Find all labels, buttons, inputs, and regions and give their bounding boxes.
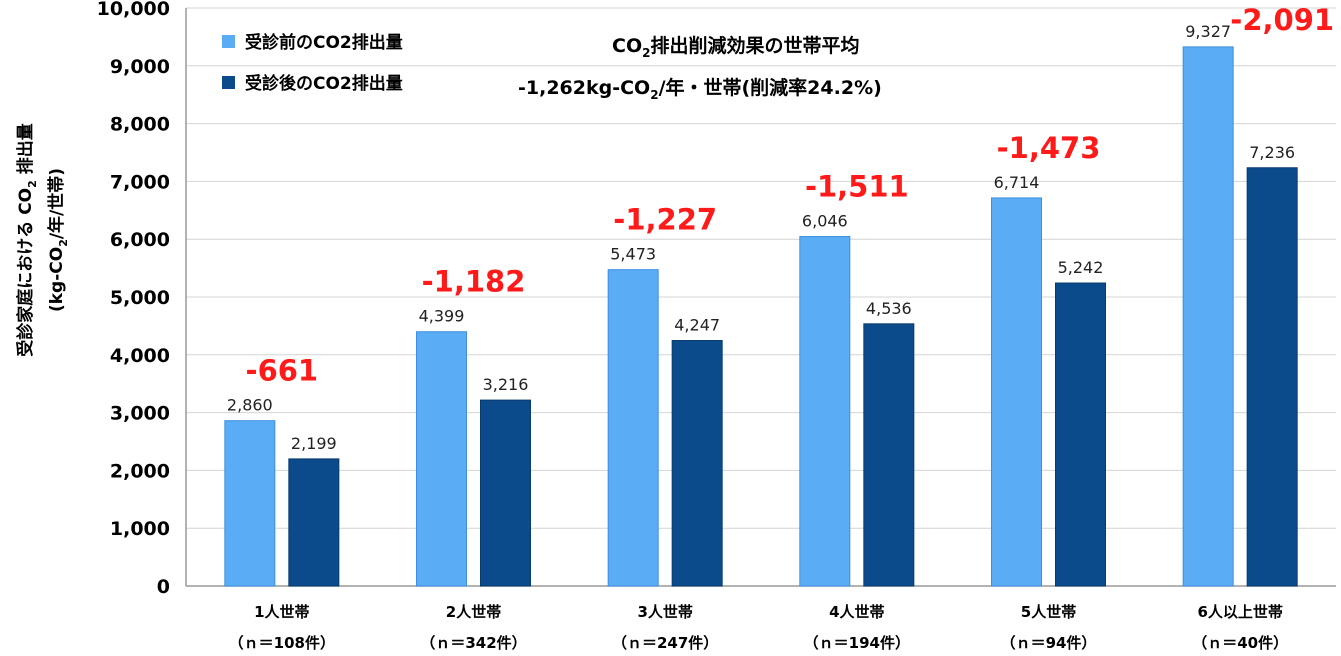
annotation-line2-sub: 2 <box>650 88 658 102</box>
value-label-before: 6,714 <box>994 173 1040 192</box>
svg-text:CO2排出削減効果の世帯平均: CO2排出削減効果の世帯平均 <box>612 34 859 60</box>
axes: 0 1,000 2,000 3,000 4,000 5,000 6,000 7,000 8,00… <box>97 0 1336 598</box>
bar-before <box>416 331 467 587</box>
category-label: 2人世帯 <box>446 603 501 621</box>
category-sublabel: （ｎ＝40件） <box>1192 634 1288 652</box>
value-label-after: 7,236 <box>1249 143 1295 162</box>
category-sublabel: （ｎ＝94件） <box>1001 634 1097 652</box>
value-label-after: 3,216 <box>483 375 529 394</box>
difference-label: -661 <box>246 354 319 388</box>
difference-label: -2,091 <box>1230 3 1334 37</box>
annotation-line1-post: 排出削減効果の世帯平均 <box>650 34 859 57</box>
bars <box>224 46 1298 587</box>
y-axis-title-line1-tail: 排出量 <box>15 123 36 180</box>
difference-label: -1,227 <box>613 203 717 237</box>
legend: 受診前のCO2排出量 受診後のCO2排出量 <box>222 32 403 94</box>
value-label-before: 4,399 <box>419 307 465 326</box>
bar-before <box>224 420 276 587</box>
y-axis-title: 受診家庭における CO2 排出量 (kg-CO2/年/世帯) <box>15 123 70 356</box>
legend-label-before: 受診前のCO2排出量 <box>245 32 403 53</box>
value-label-after: 4,536 <box>866 299 912 318</box>
category-sublabel: （ｎ＝108件） <box>229 634 335 652</box>
bar-before <box>607 269 659 587</box>
bar-after <box>1246 167 1298 587</box>
annotation-line2-post: /年・世帯(削減率24.2%) <box>659 76 882 99</box>
bar-before <box>991 197 1042 587</box>
annotation-line2-pre: -1,262kg-CO <box>518 77 650 99</box>
bar-after <box>480 399 531 587</box>
svg-text:-1,262kg-CO2/年・世帯(削減率24.2%): -1,262kg-CO2/年・世帯(削減率24.2%) <box>518 76 882 102</box>
annotation-line1-pre: CO <box>612 35 642 57</box>
legend-swatch-before <box>222 35 235 48</box>
category-label: 1人世帯 <box>254 603 309 621</box>
legend-label-after: 受診後のCO2排出量 <box>245 73 403 94</box>
value-label-after: 2,199 <box>291 434 337 453</box>
category-label: 4人世帯 <box>829 603 884 621</box>
y-axis-title-line2: (kg-CO <box>47 247 67 312</box>
difference-label: -1,182 <box>422 265 526 299</box>
y-axis-title-line1: 受診家庭における CO <box>15 188 36 357</box>
category-sublabel: （ｎ＝247件） <box>612 634 718 652</box>
difference-label: -1,511 <box>805 170 909 204</box>
legend-swatch-after <box>222 76 235 89</box>
value-label-after: 5,242 <box>1058 258 1104 277</box>
y-tick-label: 0 <box>157 576 170 598</box>
category-labels: 1人世帯 （ｎ＝108件） 2人世帯 （ｎ＝342件） 3人世帯 （ｎ＝247件） 4人世帯… <box>229 603 1288 652</box>
y-tick-label: 10,000 <box>97 0 170 20</box>
category-label: 3人世帯 <box>637 603 692 621</box>
category-sublabel: （ｎ＝342件） <box>420 634 526 652</box>
y-tick-label: 1,000 <box>110 518 170 540</box>
value-label-after: 4,247 <box>674 316 720 335</box>
bar-after <box>863 323 915 587</box>
category-label: 5人世帯 <box>1021 603 1076 621</box>
value-label-before: 2,860 <box>227 396 273 415</box>
gridlines <box>186 7 1336 529</box>
y-tick-label: 6,000 <box>110 229 170 251</box>
difference-label: -1,473 <box>997 131 1101 165</box>
category-sublabel: （ｎ＝194件） <box>804 634 910 652</box>
svg-text:受診家庭における CO2 排出量: 受診家庭における CO2 排出量 <box>15 123 39 356</box>
y-axis-title-line2-tail: /年/世帯) <box>46 168 67 239</box>
value-label-before: 9,327 <box>1185 22 1231 41</box>
bar-after <box>288 458 340 587</box>
y-tick-label: 9,000 <box>110 56 170 78</box>
y-tick-label: 8,000 <box>110 114 170 136</box>
y-tick-label: 3,000 <box>110 403 170 425</box>
category-label: 6人以上世帯 <box>1197 603 1282 621</box>
bar-before <box>1182 46 1234 587</box>
y-axis-title-line2-sub: 2 <box>57 239 70 247</box>
bar-labels: 2,860 2,199 -661 4,399 3,216 -1,182 5,473 4,247… <box>227 3 1334 453</box>
bar-before <box>799 236 851 587</box>
value-label-before: 5,473 <box>610 245 656 264</box>
y-tick-label: 4,000 <box>110 345 170 367</box>
annotation-line1-sub: 2 <box>642 46 650 60</box>
y-tick-label: 7,000 <box>110 171 170 193</box>
y-tick-label: 5,000 <box>110 287 170 309</box>
reduction-annotation: CO2排出削減効果の世帯平均 -1,262kg-CO2/年・世帯(削減率24.2… <box>518 34 882 102</box>
y-axis-title-line1-sub: 2 <box>26 180 39 188</box>
bar-after <box>671 340 723 587</box>
svg-text:(kg-CO2/年/世帯): (kg-CO2/年/世帯) <box>46 168 70 312</box>
bar-after <box>1055 282 1106 587</box>
y-tick-label: 2,000 <box>110 460 170 482</box>
value-label-before: 6,046 <box>802 212 848 231</box>
